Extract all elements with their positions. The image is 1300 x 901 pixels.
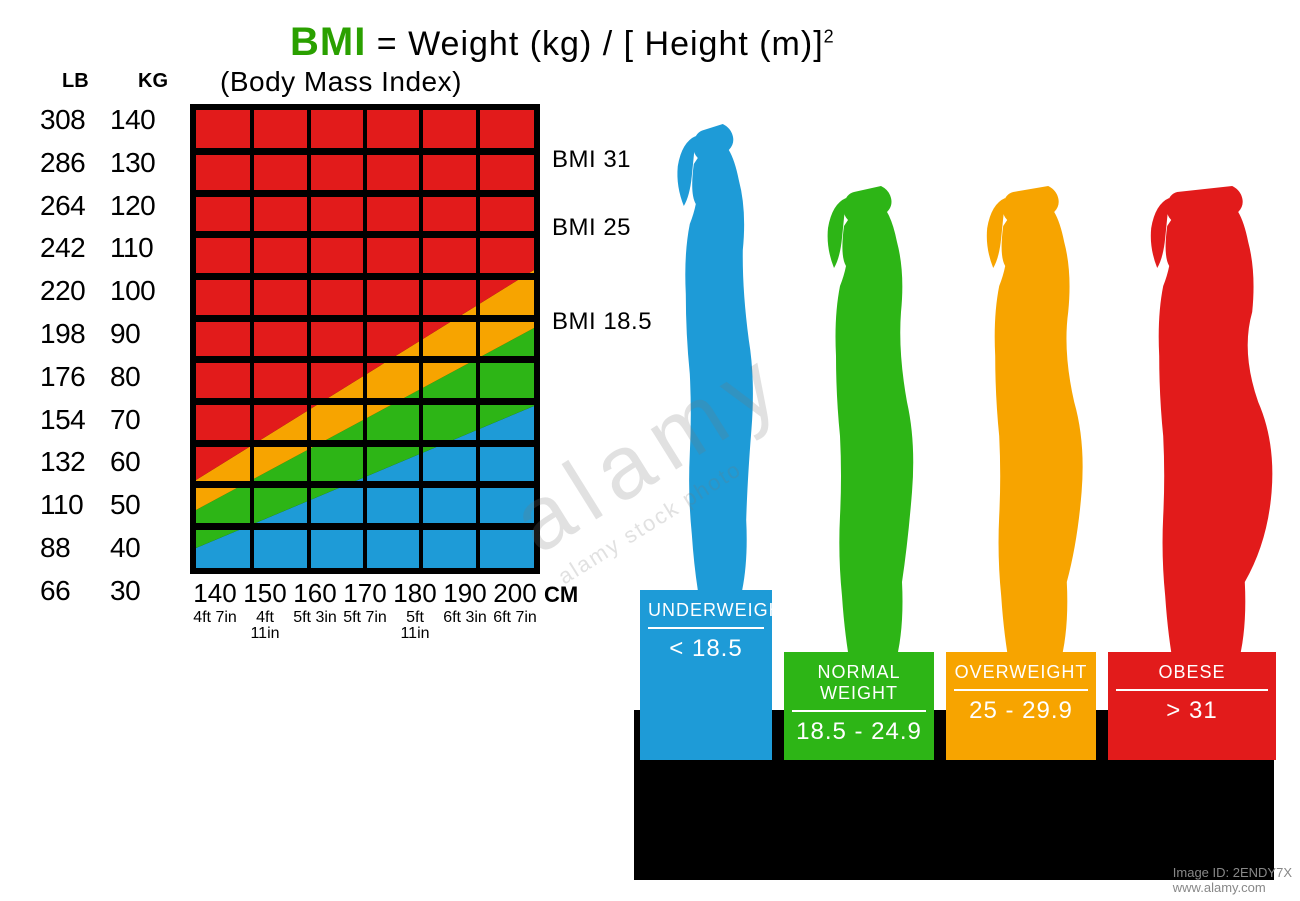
y-axis-row: 17680 [40, 361, 170, 404]
x-label-ft: 4ft 11in [240, 610, 290, 642]
subtitle: (Body Mass Index) [220, 66, 462, 98]
category-overweight: OVERWEIGHT 25 - 29.9 [946, 162, 1096, 760]
x-label-cm: 200 [490, 580, 540, 606]
category-box: NORMAL WEIGHT 18.5 - 24.9 [784, 652, 934, 760]
x-label-cm: 190 [440, 580, 490, 606]
x-label-ft: 5ft 7in [340, 610, 390, 626]
y-label-lb: 264 [40, 190, 110, 222]
y-label-lb: 220 [40, 275, 110, 307]
silhouette-icon [1108, 182, 1276, 652]
x-label-ft: 4ft 7in [190, 610, 240, 626]
category-underweight: UNDERWEIGHT < 18.5 [640, 100, 772, 760]
x-axis-col: 140 4ft 7in [190, 580, 240, 642]
y-axis-row: 286130 [40, 147, 170, 190]
silhouette-icon [640, 120, 772, 590]
x-label-ft: 6ft 7in [490, 610, 540, 626]
y-label-kg: 120 [110, 190, 170, 222]
category-range: < 18.5 [648, 635, 764, 671]
y-axis-row: 6630 [40, 575, 170, 618]
silhouette-icon [784, 182, 934, 652]
x-label-cm: 160 [290, 580, 340, 606]
y-label-lb: 154 [40, 404, 110, 436]
y-label-kg: 40 [110, 532, 170, 564]
y-label-lb: 308 [40, 104, 110, 136]
y-label-kg: 90 [110, 318, 170, 350]
x-axis-labels: 140 4ft 7in150 4ft 11in160 5ft 3in170 5ft 7i… [190, 580, 540, 642]
x-label-ft: 5ft 11in [390, 610, 440, 642]
x-axis-col: 190 6ft 3in [440, 580, 490, 642]
formula-body: = Weight (kg) / [ Height (m)] [366, 25, 823, 63]
y-axis-row: 308140 [40, 104, 170, 147]
formula-exponent: 2 [824, 27, 835, 47]
category-box: OBESE > 31 [1108, 652, 1276, 760]
y-axis-row: 11050 [40, 489, 170, 532]
y-axis-row: 19890 [40, 318, 170, 361]
category-normal-weight: NORMAL WEIGHT 18.5 - 24.9 [784, 162, 934, 760]
bmi-word: BMI [290, 20, 366, 64]
x-axis-unit: CM [544, 582, 578, 608]
silhouette-icon [946, 182, 1096, 652]
category-label: UNDERWEIGHT [648, 600, 764, 629]
bmi-threshold-label: BMI 25 [552, 214, 631, 242]
y-label-lb: 88 [40, 532, 110, 564]
silhouette-wrap [640, 100, 772, 590]
silhouette-wrap [946, 162, 1096, 652]
category-label: OBESE [1116, 662, 1268, 691]
y-label-lb: 110 [40, 489, 110, 521]
category-label: OVERWEIGHT [954, 662, 1088, 691]
x-axis-col: 160 5ft 3in [290, 580, 340, 642]
x-label-cm: 150 [240, 580, 290, 606]
y-label-lb: 286 [40, 147, 110, 179]
y-label-kg: 130 [110, 147, 170, 179]
y-label-lb: 242 [40, 232, 110, 264]
y-label-kg: 30 [110, 575, 170, 607]
y-axis-row: 8840 [40, 532, 170, 575]
x-axis-col: 180 5ft 11in [390, 580, 440, 642]
y-axis-row: 220100 [40, 275, 170, 318]
y-label-kg: 140 [110, 104, 170, 136]
watermark-corner: Image ID: 2ENDY7Xwww.alamy.com [1173, 865, 1292, 895]
y-label-kg: 100 [110, 275, 170, 307]
y-label-kg: 80 [110, 361, 170, 393]
y-label-kg: 110 [110, 232, 170, 264]
y-label-kg: 50 [110, 489, 170, 521]
category-range: 25 - 29.9 [954, 697, 1088, 733]
x-label-cm: 180 [390, 580, 440, 606]
y-axis-row: 242110 [40, 232, 170, 275]
x-label-ft: 6ft 3in [440, 610, 490, 626]
bmi-categories: UNDERWEIGHT < 18.5 NORMAL WEIGHT 18.5 - 24.… [640, 100, 1276, 760]
silhouette-wrap [784, 162, 934, 652]
y-label-lb: 176 [40, 361, 110, 393]
category-label: NORMAL WEIGHT [792, 662, 926, 712]
y-axis-row: 13260 [40, 446, 170, 489]
y-label-kg: 60 [110, 446, 170, 478]
category-range: 18.5 - 24.9 [792, 718, 926, 754]
silhouette-wrap [1108, 162, 1276, 652]
bmi-chart-bands [196, 110, 534, 568]
category-range: > 31 [1116, 697, 1268, 733]
x-label-cm: 170 [340, 580, 390, 606]
y-axis-row: 264120 [40, 190, 170, 233]
x-axis-col: 200 6ft 7in [490, 580, 540, 642]
y-axis-labels: 3081402861302641202421102201001989017680… [40, 104, 170, 618]
x-axis-col: 170 5ft 7in [340, 580, 390, 642]
category-box: UNDERWEIGHT < 18.5 [640, 590, 772, 760]
bmi-threshold-label: BMI 31 [552, 146, 631, 174]
bmi-formula: BMI = Weight (kg) / [ Height (m)]2 [290, 20, 835, 65]
x-axis-col: 150 4ft 11in [240, 580, 290, 642]
axis-header-kg: KG [138, 70, 168, 93]
y-label-lb: 132 [40, 446, 110, 478]
x-label-cm: 140 [190, 580, 240, 606]
y-label-lb: 66 [40, 575, 110, 607]
y-label-kg: 70 [110, 404, 170, 436]
category-box: OVERWEIGHT 25 - 29.9 [946, 652, 1096, 760]
x-label-ft: 5ft 3in [290, 610, 340, 626]
y-axis-row: 15470 [40, 404, 170, 447]
category-obese: OBESE > 31 [1108, 162, 1276, 760]
axis-header-lb: LB [62, 70, 89, 93]
bmi-threshold-label: BMI 18.5 [552, 308, 652, 336]
y-label-lb: 198 [40, 318, 110, 350]
